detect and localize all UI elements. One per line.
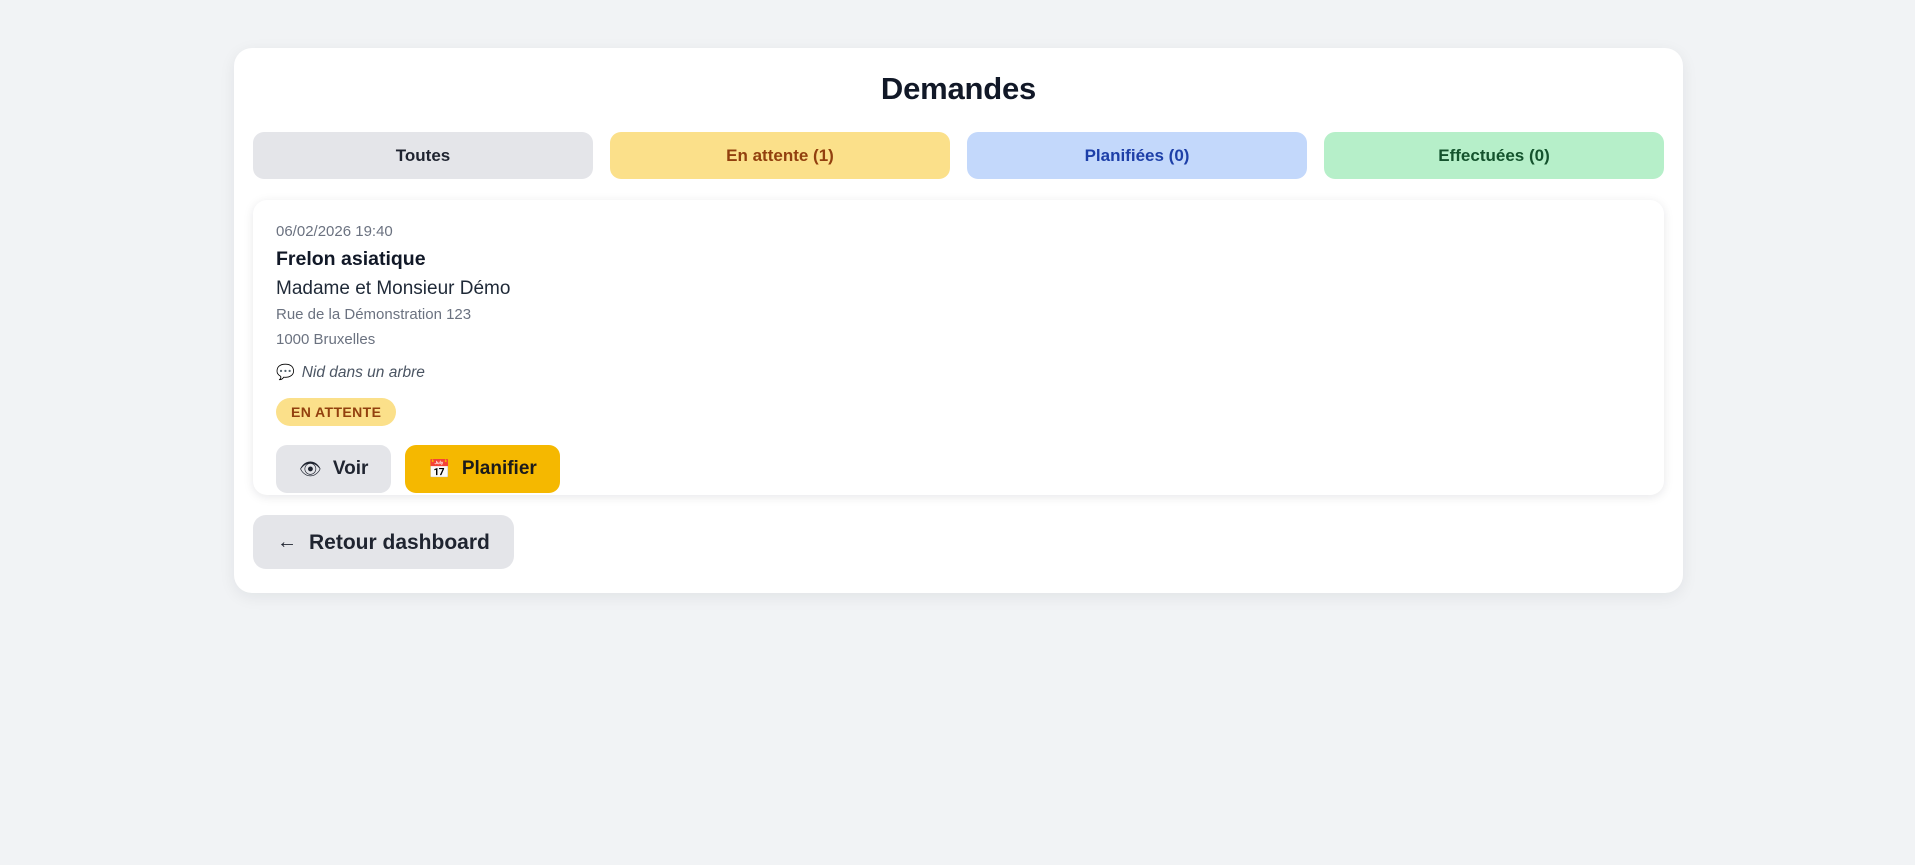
voir-button[interactable]: 👁 Voir [276, 444, 392, 493]
request-datetime: 06/02/2026 19:40 [276, 223, 393, 240]
request-note: 💬 Nid dans un arbre [276, 364, 1641, 382]
status-badge: EN ATTENTE [276, 397, 397, 426]
request-type: Frelon asiatique [276, 248, 426, 271]
retour-dashboard-button[interactable]: ← Retour dashboard [253, 515, 514, 569]
eye-icon: 👁 [299, 458, 322, 479]
request-actions: 👁 Voir 📅 Planifier [276, 444, 1641, 493]
page-title: Demandes [880, 71, 1037, 106]
tab-en-attente[interactable]: En attente (1) [610, 132, 950, 179]
filter-tabs: Toutes En attente (1) Planifiées (0) Eff… [234, 132, 1683, 179]
planifier-button[interactable]: 📅 Planifier [405, 444, 560, 493]
footer-actions: ← Retour dashboard [234, 495, 1683, 569]
speech-bubble-icon: 💬 [276, 364, 295, 382]
retour-dashboard-label: Retour dashboard [309, 530, 490, 554]
calendar-icon: 📅 [428, 458, 451, 479]
request-client-name: Madame et Monsieur Démo [276, 277, 511, 299]
request-card[interactable]: 06/02/2026 19:40 Frelon asiatique Madame… [253, 200, 1664, 495]
voir-button-label: Voir [332, 458, 369, 480]
tab-toutes[interactable]: Toutes [253, 132, 593, 179]
demandes-panel: Demandes Toutes En attente (1) Planifiée… [234, 48, 1683, 593]
planifier-button-label: Planifier [461, 458, 537, 480]
arrow-left-icon: ← [277, 531, 297, 553]
tab-planifiees[interactable]: Planifiées (0) [967, 132, 1307, 179]
request-note-text: Nid dans un arbre [301, 363, 425, 381]
request-address-line1: Rue de la Démonstration 123 [276, 306, 472, 324]
tab-effectuees[interactable]: Effectuées (0) [1324, 132, 1664, 179]
request-address-line2: 1000 Bruxelles [276, 330, 376, 348]
